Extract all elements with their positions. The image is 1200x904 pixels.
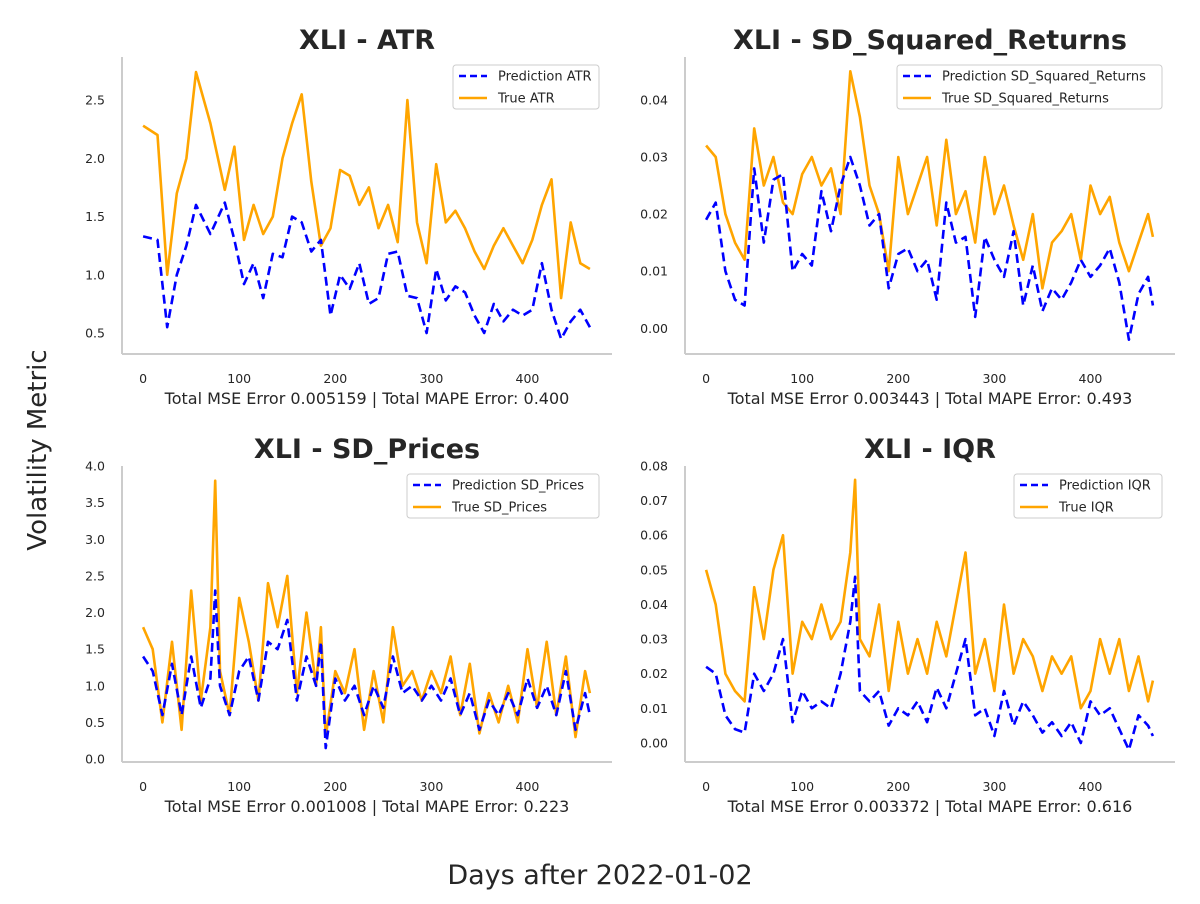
legend-label: True ATR <box>497 92 555 107</box>
x-tick-label: 100 <box>227 371 251 386</box>
figure-xlabel: Days after 2022-01-02 <box>447 860 752 891</box>
legend-label: True IQR <box>1058 501 1114 516</box>
true-series-line <box>705 70 1155 290</box>
legend-label: True SD_Prices <box>451 501 547 516</box>
x-tick-label: 200 <box>323 371 347 386</box>
x-tick-label: 0 <box>139 779 147 794</box>
y-tick-label: 0.03 <box>640 632 668 647</box>
y-tick-label: 2.0 <box>85 151 105 166</box>
chart-panel: XLI - ATR 0 100 200 300 400 0.5 1.0 1.5 2.0 2.5 Tot… <box>85 25 612 408</box>
legend-label: Prediction ATR <box>498 70 592 85</box>
x-tick-label: 400 <box>1079 779 1103 794</box>
chart-panel: XLI - SD_Prices 0 100 200 300 400 0.0 0.5 1.0 1.5… <box>85 434 612 816</box>
x-axis-label: Total MSE Error 0.001008 | Total MAPE Er… <box>164 797 570 816</box>
y-tick-label: 0.01 <box>640 264 668 279</box>
true-series-line <box>142 70 591 300</box>
x-tick-label: 400 <box>516 371 540 386</box>
y-tick-label: 1.0 <box>85 267 105 282</box>
true-series-line <box>704 478 1155 710</box>
legend: Prediction SD_Squared_Returns True SD_Squ… <box>896 64 1163 110</box>
prediction-series-line <box>704 155 1155 342</box>
x-tick-label: 400 <box>1079 371 1103 386</box>
y-tick-label: 0.04 <box>640 597 668 612</box>
y-tick-label: 0.03 <box>640 149 668 164</box>
x-tick-label: 300 <box>419 371 443 386</box>
y-tick-label: 0.02 <box>640 666 668 681</box>
legend-label: Prediction SD_Prices <box>452 479 584 494</box>
x-tick-label: 200 <box>323 779 347 794</box>
y-tick-label: 0.5 <box>85 715 105 730</box>
legend-box <box>452 64 600 110</box>
chart-title: XLI - ATR <box>299 25 435 56</box>
x-tick-label: 400 <box>516 779 540 794</box>
legend-box <box>1013 473 1163 519</box>
y-tick-label: 4.0 <box>85 459 105 474</box>
y-tick-label: 0.0 <box>85 752 105 767</box>
y-tick-label: 1.5 <box>85 209 105 224</box>
legend-box <box>896 64 1163 110</box>
y-tick-label: 0.5 <box>85 326 105 341</box>
x-axis-label: Total MSE Error 0.005159 | Total MAPE Er… <box>164 389 570 408</box>
chart-title: XLI - SD_Squared_Returns <box>733 25 1127 56</box>
legend: Prediction SD_Prices True SD_Prices <box>406 473 600 519</box>
chart-title: XLI - SD_Prices <box>254 434 480 465</box>
y-tick-label: 3.0 <box>85 532 105 547</box>
x-tick-label: 0 <box>702 371 710 386</box>
x-tick-label: 200 <box>886 371 910 386</box>
x-tick-label: 200 <box>886 779 910 794</box>
chart-title: XLI - IQR <box>864 434 996 465</box>
true-series-line <box>141 479 592 739</box>
x-axis-label: Total MSE Error 0.003443 | Total MAPE Er… <box>727 389 1133 408</box>
y-tick-label: 1.5 <box>85 642 105 657</box>
x-tick-label: 100 <box>790 779 814 794</box>
legend-label: Prediction SD_Squared_Returns <box>942 70 1146 85</box>
y-tick-label: 0.00 <box>640 321 668 336</box>
y-tick-label: 3.5 <box>85 495 105 510</box>
figure-ylabel: Volatility Metric <box>23 349 53 550</box>
y-tick-label: 2.5 <box>85 568 105 583</box>
panels: XLI - ATR 0 100 200 300 400 0.5 1.0 1.5 2.0 2.5 Tot… <box>85 25 1175 816</box>
legend-box <box>406 473 600 519</box>
x-tick-label: 0 <box>139 371 147 386</box>
y-tick-label: 0.04 <box>640 92 668 107</box>
x-axis-label: Total MSE Error 0.003372 | Total MAPE Er… <box>727 797 1133 816</box>
y-tick-label: 0.07 <box>640 493 668 508</box>
x-tick-label: 300 <box>419 779 443 794</box>
y-tick-label: 2.5 <box>85 93 105 108</box>
prediction-series-line <box>705 575 1155 752</box>
legend: Prediction IQR True IQR <box>1013 473 1163 519</box>
prediction-series-line <box>142 589 592 750</box>
x-tick-label: 100 <box>790 371 814 386</box>
prediction-series-line <box>142 201 592 341</box>
x-tick-label: 100 <box>227 779 251 794</box>
y-tick-label: 1.0 <box>85 678 105 693</box>
x-tick-label: 300 <box>982 371 1006 386</box>
legend: Prediction ATR True ATR <box>452 64 600 110</box>
x-tick-label: 300 <box>982 779 1006 794</box>
legend-label: Prediction IQR <box>1059 479 1151 494</box>
y-tick-label: 0.01 <box>640 701 668 716</box>
chart-panel: XLI - SD_Squared_Returns 0 100 200 300 400 0.0… <box>640 25 1175 408</box>
x-tick-label: 0 <box>702 779 710 794</box>
y-tick-label: 0.00 <box>640 735 668 750</box>
y-tick-label: 0.06 <box>640 528 668 543</box>
y-tick-label: 0.08 <box>640 459 668 474</box>
legend-label: True SD_Squared_Returns <box>941 92 1109 107</box>
y-tick-label: 0.02 <box>640 207 668 222</box>
chart-panel: XLI - IQR 0 100 200 300 400 0.00 0.01 0.02 0.03 0.… <box>640 434 1175 816</box>
y-tick-label: 0.05 <box>640 562 668 577</box>
y-tick-label: 2.0 <box>85 605 105 620</box>
